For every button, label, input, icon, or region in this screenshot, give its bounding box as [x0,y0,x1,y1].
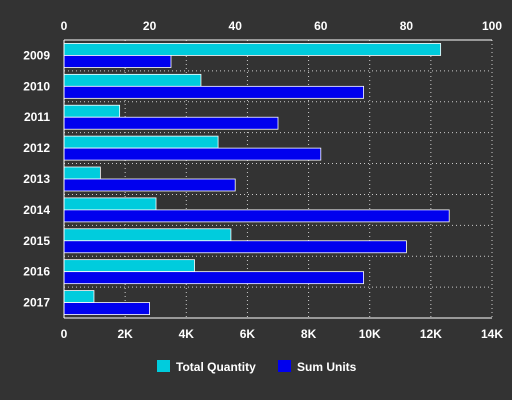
top-axis-tick-label: 100 [482,19,502,33]
category-label: 2011 [24,110,50,124]
bar-total-quantity [63,228,232,242]
bar-total-quantity [63,104,121,118]
bars [63,43,450,315]
bottom-axis-tick-label: 12K [420,327,442,341]
legend: Total Quantity Sum Units [157,360,357,374]
bar-sum-units [63,85,365,99]
bar-total-quantity [63,259,195,273]
bar-total-quantity [63,197,157,211]
bottom-axis-tick-label: 2K [117,327,133,341]
bottom-axis-tick-label: 8K [301,327,317,341]
top-axis-tick-label: 0 [61,19,68,33]
bottom-axis-tick-label: 10K [359,327,381,341]
bottom-axis-tick-label: 6K [240,327,256,341]
bar-sum-units [63,271,365,285]
top-axis-tick-label: 40 [229,19,243,33]
category-label: 2013 [23,172,50,186]
category-label: 2015 [23,234,50,248]
bar-sum-units [63,178,236,192]
bar-total-quantity [63,73,202,87]
bottom-axis-tick-label: 14K [481,327,503,341]
bar-total-quantity [63,135,219,149]
top-axis-tick-label: 80 [400,19,414,33]
bottom-axis-tick-label: 0 [61,327,68,341]
category-label: 2009 [23,48,50,62]
category-label: 2016 [23,265,50,279]
axes: 2009 2010 2011 2012 2013 2014 2015 2016 2017 0 20 4… [23,19,503,341]
legend-item-sum-units-label: Sum Units [297,360,357,374]
category-label: 2017 [23,296,50,310]
legend-item-total-quantity-swatch [157,360,170,372]
bar-sum-units [63,116,279,130]
grid-lines [64,40,493,318]
legend-item-sum-units-swatch [278,360,291,372]
legend-item-total-quantity-label: Total Quantity [176,360,256,374]
bar-sum-units [63,302,150,315]
top-axis-tick-label: 20 [143,19,157,33]
bar-sum-units [63,209,450,223]
bar-total-quantity [63,290,95,303]
top-axis-tick-label: 60 [314,19,328,33]
category-label: 2012 [23,141,50,155]
category-label: 2010 [23,79,50,93]
bar-sum-units [63,55,172,68]
bar-total-quantity [63,166,101,180]
bottom-axis-tick-label: 4K [179,327,195,341]
bar-sum-units [63,147,322,161]
category-label: 2014 [23,203,50,217]
bar-sum-units [63,240,407,254]
bar-total-quantity [63,43,442,56]
